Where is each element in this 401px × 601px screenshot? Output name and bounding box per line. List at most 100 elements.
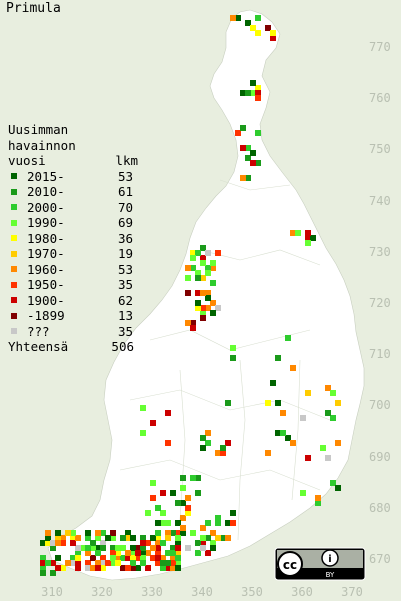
observation-square — [200, 525, 206, 531]
legend-total-label: Yhteensä — [8, 339, 69, 354]
observation-square — [120, 565, 126, 571]
by-label: BY — [326, 571, 335, 579]
observation-square — [335, 400, 341, 406]
observation-square — [195, 250, 201, 256]
observation-square — [190, 325, 196, 331]
observation-square — [250, 25, 256, 31]
observation-square — [60, 565, 66, 571]
observation-square — [210, 310, 216, 316]
observation-square — [110, 550, 116, 556]
observation-square — [60, 535, 66, 541]
observation-square — [45, 560, 51, 566]
observation-square — [185, 510, 191, 516]
observation-square — [265, 25, 271, 31]
observation-square — [195, 290, 201, 296]
observation-square — [185, 275, 191, 281]
observation-square — [105, 535, 111, 541]
observation-square — [130, 550, 136, 556]
observation-square — [230, 15, 236, 21]
observation-square — [175, 530, 181, 536]
observation-square — [215, 450, 221, 456]
observation-square — [110, 535, 116, 541]
legend-row: 1990- 69 — [8, 215, 138, 231]
observation-square — [255, 85, 261, 91]
legend-total-count: 506 — [111, 339, 134, 354]
observation-square — [180, 500, 186, 506]
observation-square — [130, 560, 136, 566]
legend-count: 13 — [117, 308, 133, 323]
legend-label: ??? — [27, 323, 50, 339]
observation-square — [170, 545, 176, 551]
observation-square — [185, 265, 191, 271]
observation-square — [85, 530, 91, 536]
observation-square — [180, 475, 186, 481]
observation-square — [55, 565, 61, 571]
observation-square — [255, 15, 261, 21]
y-tick-label: 740 — [369, 193, 391, 208]
observation-square — [45, 535, 51, 541]
observation-square — [70, 540, 76, 546]
observation-square — [325, 455, 331, 461]
observation-square — [145, 540, 151, 546]
observation-square — [280, 410, 286, 416]
observation-square — [55, 530, 61, 536]
observation-square — [110, 530, 116, 536]
observation-square — [210, 545, 216, 551]
cc-icon — [277, 551, 303, 577]
observation-square — [50, 540, 56, 546]
observation-square — [230, 520, 236, 526]
observation-square — [200, 290, 206, 296]
observation-square — [320, 445, 326, 451]
observation-square — [145, 510, 151, 516]
observation-square — [275, 355, 281, 361]
observation-square — [225, 535, 231, 541]
observation-square — [100, 555, 106, 561]
observation-square — [115, 545, 121, 551]
observation-square — [100, 530, 106, 536]
observation-square — [110, 560, 116, 566]
observation-square — [100, 545, 106, 551]
observation-square — [40, 570, 46, 576]
observation-square — [105, 560, 111, 566]
observation-square — [135, 565, 141, 571]
observation-square — [130, 535, 136, 541]
observation-square — [165, 440, 171, 446]
observation-square — [200, 275, 206, 281]
observation-square — [80, 545, 86, 551]
observation-square — [170, 560, 176, 566]
observation-square — [200, 535, 206, 541]
observation-square — [265, 450, 271, 456]
observation-square — [200, 310, 206, 316]
observation-square — [130, 555, 136, 561]
observation-square — [200, 260, 206, 266]
observation-square — [205, 550, 211, 556]
observation-square — [40, 555, 46, 561]
x-tick-label: 360 — [291, 585, 313, 599]
observation-square — [210, 260, 216, 266]
observation-square — [250, 90, 256, 96]
observation-square — [300, 415, 306, 421]
observation-square — [330, 480, 336, 486]
observation-square — [75, 560, 81, 566]
observation-square — [160, 560, 166, 566]
observation-square — [195, 540, 201, 546]
observation-square — [55, 535, 61, 541]
observation-square — [215, 250, 221, 256]
observation-square — [40, 540, 46, 546]
legend-label: 1950- — [27, 277, 65, 292]
observation-square — [95, 530, 101, 536]
observation-square — [160, 490, 166, 496]
observation-square — [170, 490, 176, 496]
observation-square — [180, 485, 186, 491]
observation-square — [205, 270, 211, 276]
observation-square — [265, 400, 271, 406]
observation-square — [255, 130, 261, 136]
observation-square — [50, 545, 56, 551]
legend-swatch — [11, 188, 17, 195]
legend-count: 35 — [117, 323, 133, 339]
observation-square — [140, 430, 146, 436]
observation-square — [175, 535, 181, 541]
observation-square — [205, 430, 211, 436]
legend-label: 1970- — [27, 246, 65, 261]
